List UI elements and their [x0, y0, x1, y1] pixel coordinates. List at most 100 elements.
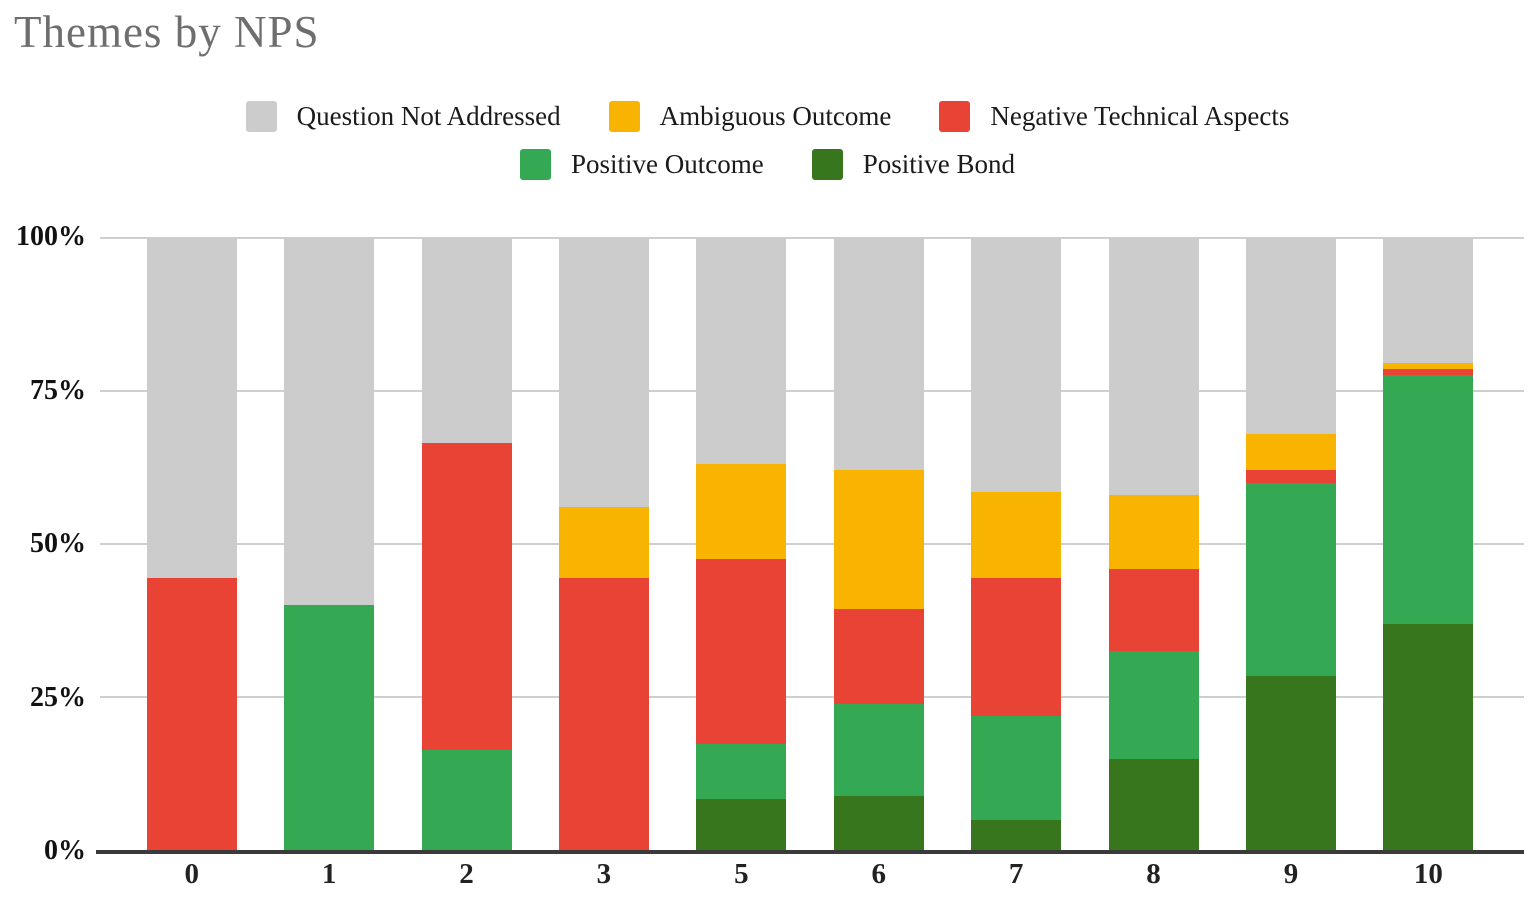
bar-segment-positive_bond[interactable] — [696, 798, 787, 851]
gridline-75 — [100, 390, 1524, 392]
bar-segment-positive_bond[interactable] — [1245, 676, 1336, 851]
bar-segment-negative_technical_aspects[interactable] — [146, 577, 237, 851]
legend-item[interactable]: Ambiguous Outcome — [608, 100, 892, 132]
bar-segment-positive_outcome[interactable] — [284, 605, 375, 851]
bar-slot-9 — [1222, 237, 1359, 851]
bar-segment-ambiguous_outcome[interactable] — [1383, 362, 1474, 370]
bar-segment-positive_outcome[interactable] — [696, 743, 787, 799]
y-tick-label: 0% — [44, 835, 86, 866]
x-tick-label: 9 — [1283, 858, 1299, 890]
bar-segment-question_not_addressed[interactable] — [284, 237, 375, 606]
bar-segment-negative_technical_aspects[interactable] — [833, 608, 924, 704]
x-tick-label: 7 — [1008, 858, 1024, 890]
y-tick-label: 100% — [16, 221, 86, 252]
bar-slot-5 — [673, 237, 810, 851]
legend-swatch-icon — [608, 100, 640, 132]
bar-segment-ambiguous_outcome[interactable] — [558, 507, 649, 578]
stacked-bar-1[interactable] — [284, 237, 375, 851]
bar-slot-10 — [1360, 237, 1497, 851]
gridline-50 — [100, 543, 1524, 545]
legend-swatch-icon — [245, 100, 277, 132]
y-tick-label: 50% — [30, 528, 86, 559]
bar-segment-question_not_addressed[interactable] — [971, 237, 1062, 492]
bar-slot-3 — [535, 237, 672, 851]
stacked-bar-10[interactable] — [1383, 237, 1474, 851]
legend-label: Ambiguous Outcome — [659, 100, 892, 131]
chart-title: Themes by NPS — [14, 7, 320, 57]
bar-segment-question_not_addressed[interactable] — [1383, 237, 1474, 363]
bar-segment-question_not_addressed[interactable] — [146, 237, 237, 578]
legend-item[interactable]: Positive Bond — [811, 148, 1015, 180]
stacked-bar-8[interactable] — [1108, 237, 1199, 851]
bar-segment-positive_outcome[interactable] — [833, 703, 924, 796]
bar-segment-negative_technical_aspects[interactable] — [696, 559, 787, 744]
legend-label: Question Not Addressed — [296, 100, 561, 131]
bar-segment-negative_technical_aspects[interactable] — [421, 442, 512, 750]
y-axis-labels: 100% 75% 50% 25% 0% — [0, 221, 86, 866]
bar-segment-negative_technical_aspects[interactable] — [1108, 568, 1199, 652]
stacked-bar-5[interactable] — [696, 237, 787, 851]
legend-row: Question Not Addressed Ambiguous Outcome N… — [0, 98, 1535, 134]
x-tick-label: 0 — [184, 858, 199, 890]
legend-label: Negative Technical Aspects — [990, 100, 1290, 131]
x-axis-line — [96, 850, 1524, 854]
bar-segment-question_not_addressed[interactable] — [1245, 237, 1336, 434]
x-tick-label: 6 — [871, 858, 886, 890]
x-tick-label: 8 — [1146, 858, 1161, 890]
bar-slot-8 — [1085, 237, 1222, 851]
plot-area — [100, 237, 1524, 851]
bar-slot-0 — [123, 237, 260, 851]
bar-slot-6 — [810, 237, 947, 851]
stacked-bar-7[interactable] — [971, 237, 1062, 851]
bars-container — [123, 237, 1497, 851]
bar-segment-negative_technical_aspects[interactable] — [1245, 470, 1336, 483]
y-tick-label: 75% — [30, 374, 86, 406]
x-axis-labels: 0 1 2 3 5 6 7 8 9 10 — [123, 858, 1497, 891]
bar-segment-positive_bond[interactable] — [971, 820, 1062, 851]
gridline-25 — [100, 696, 1524, 698]
bar-segment-ambiguous_outcome[interactable] — [696, 464, 787, 560]
bar-slot-7 — [947, 237, 1084, 851]
legend-label: Positive Outcome — [570, 148, 764, 179]
bar-slot-2 — [398, 237, 535, 851]
stacked-bar-9[interactable] — [1245, 237, 1336, 851]
bar-segment-negative_technical_aspects[interactable] — [1383, 369, 1474, 376]
bar-segment-question_not_addressed[interactable] — [833, 237, 924, 471]
bar-segment-negative_technical_aspects[interactable] — [558, 577, 649, 851]
bar-segment-ambiguous_outcome[interactable] — [971, 491, 1062, 578]
bar-segment-positive_outcome[interactable] — [971, 715, 1062, 821]
legend-item[interactable]: Negative Technical Aspects — [939, 100, 1290, 132]
legend-item[interactable]: Question Not Addressed — [245, 100, 561, 132]
bar-segment-positive_outcome[interactable] — [1108, 651, 1199, 759]
bar-segment-ambiguous_outcome[interactable] — [1245, 433, 1336, 471]
bar-segment-negative_technical_aspects[interactable] — [971, 577, 1062, 716]
bar-segment-ambiguous_outcome[interactable] — [833, 470, 924, 609]
stacked-bar-6[interactable] — [833, 237, 924, 851]
bar-slot-1 — [260, 237, 397, 851]
bar-segment-positive_outcome[interactable] — [1245, 482, 1336, 677]
stacked-bar-3[interactable] — [558, 237, 649, 851]
bar-segment-question_not_addressed[interactable] — [558, 237, 649, 508]
bar-segment-positive_bond[interactable] — [1108, 758, 1199, 851]
bar-segment-question_not_addressed[interactable] — [696, 237, 787, 465]
legend-swatch-icon — [519, 148, 551, 180]
bar-segment-question_not_addressed[interactable] — [1108, 237, 1199, 495]
legend-item[interactable]: Positive Outcome — [519, 148, 764, 180]
x-tick-label: 1 — [321, 858, 337, 890]
x-tick-label: 2 — [459, 858, 474, 890]
bar-segment-ambiguous_outcome[interactable] — [1108, 494, 1199, 569]
bar-segment-positive_bond[interactable] — [833, 795, 924, 851]
x-tick-label: 3 — [596, 858, 612, 890]
legend-row: Positive Outcome Positive Bond — [0, 146, 1535, 182]
bar-segment-positive_bond[interactable] — [1383, 623, 1474, 851]
legend: Question Not Addressed Ambiguous Outcome N… — [0, 98, 1535, 194]
x-tick-label: 10 — [1413, 858, 1443, 890]
bar-segment-positive_outcome[interactable] — [421, 749, 512, 851]
bar-segment-positive_outcome[interactable] — [1383, 375, 1474, 624]
bar-segment-question_not_addressed[interactable] — [421, 237, 512, 443]
stacked-bar-2[interactable] — [421, 237, 512, 851]
legend-label: Positive Bond — [862, 148, 1015, 179]
stacked-bar-0[interactable] — [146, 237, 237, 851]
gridline-100 — [100, 237, 1524, 239]
